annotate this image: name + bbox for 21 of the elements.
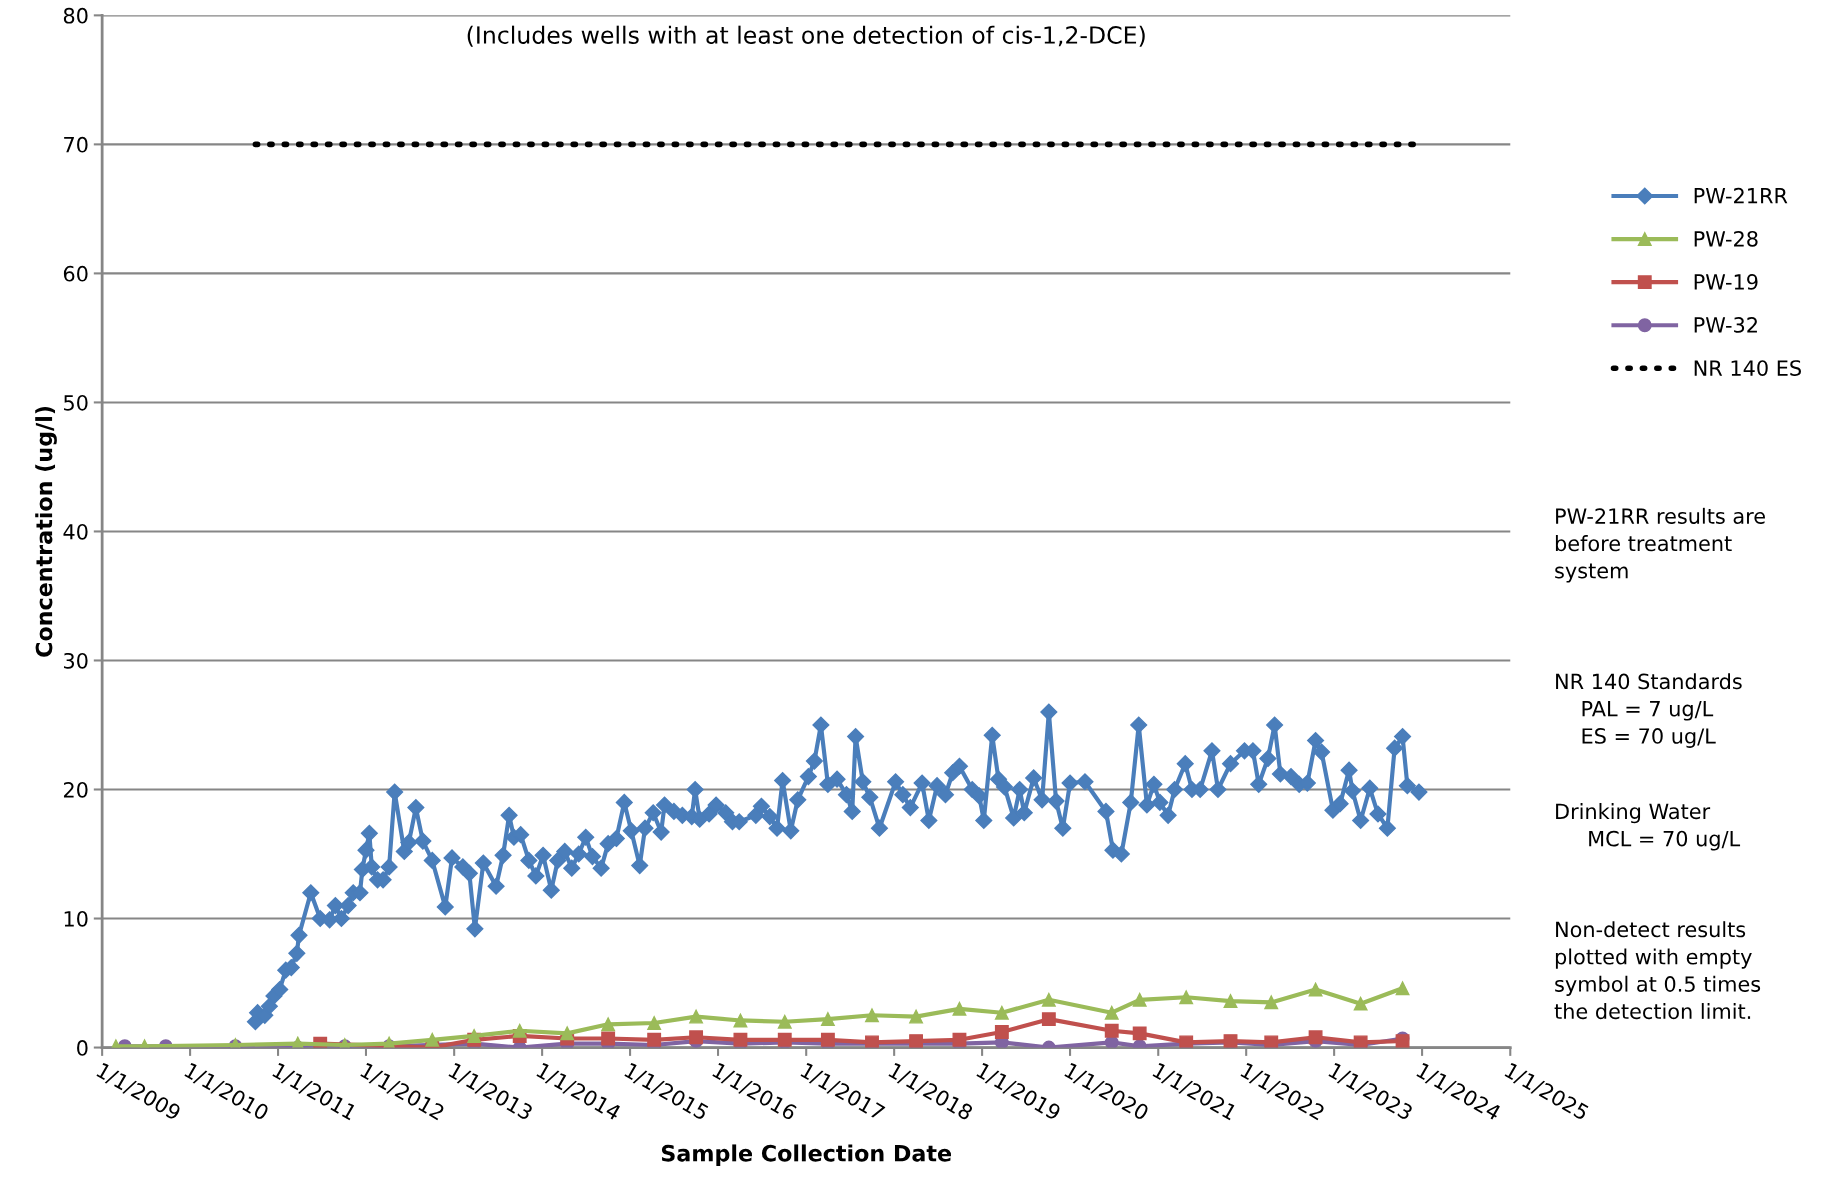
text: PW-21RR results are before treatment system <box>1555 507 1765 583</box>
x-axis-title: Sample Collection Date <box>661 1144 951 1166</box>
legend-label: PW-32 <box>1694 317 1757 333</box>
y-tick-label: 80 <box>63 7 88 24</box>
text: Non-detect results plotted with empty symbol at 0.5 times the detection limit. <box>1554 921 1761 1020</box>
y-tick-label: 50 <box>64 394 88 411</box>
legend-label: PW-28 <box>1694 230 1758 247</box>
y-tick-label: 0 <box>77 1040 88 1056</box>
text: NR 140 Standards PAL = 7 ug/L ES = 70 ug/L <box>1556 673 1742 748</box>
legend-label: PW-21RR <box>1694 187 1788 204</box>
legend-label: PW-19 <box>1694 274 1758 290</box>
y-tick-label: 60 <box>63 265 88 282</box>
y-axis-title: Concentration (ug/l) <box>35 406 57 657</box>
y-tick-label: 20 <box>63 781 88 798</box>
y-tick-label: 10 <box>64 910 88 927</box>
y-tick-label: 70 <box>64 136 88 153</box>
text: Drinking Water MCL = 70 ug/L <box>1556 803 1741 851</box>
y-tick-label: 30 <box>64 652 88 669</box>
y-tick-label: 40 <box>63 523 88 540</box>
chart-subtitle: (Includes wells with at least one detection of cis-1,2-DCE) <box>467 25 1145 47</box>
legend-label: NR 140 ES <box>1694 360 1801 376</box>
